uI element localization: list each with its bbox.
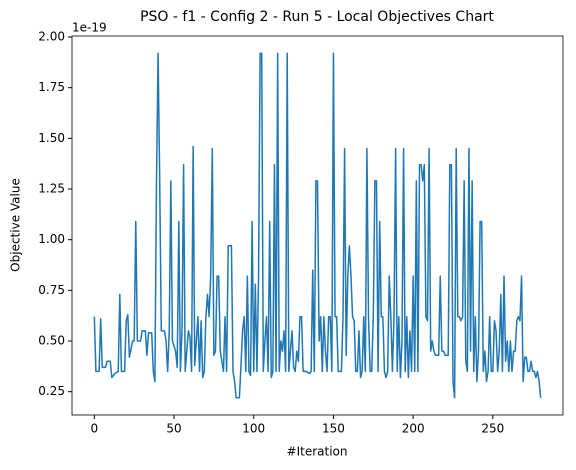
chart-title: PSO - f1 - Config 2 - Run 5 - Local Obje…	[140, 9, 494, 25]
plot-frame	[71, 35, 564, 416]
offset-text: 1e-19	[72, 21, 107, 35]
y-tick-label: 2.00	[38, 30, 65, 44]
x-tick-label: 200	[402, 422, 425, 436]
x-tick-label: 250	[481, 422, 504, 436]
x-tick-label: 50	[166, 422, 181, 436]
data-line	[93, 52, 542, 399]
y-tick-label: 1.25	[38, 182, 65, 196]
y-axis-label: Objective Value	[9, 178, 23, 272]
y-tick-label: 1.50	[38, 131, 65, 145]
x-axis-label: #Iteration	[287, 445, 348, 459]
y-tick-label: 1.00	[38, 232, 65, 246]
x-tick-label: 150	[322, 422, 345, 436]
y-tick-label: 1.75	[38, 80, 65, 94]
x-tick-label: 100	[242, 422, 265, 436]
y-tick-label: 0.75	[38, 283, 65, 297]
y-tick-label: 0.25	[38, 384, 65, 398]
y-tick-label: 0.50	[38, 334, 65, 348]
x-tick-label: 0	[90, 422, 98, 436]
